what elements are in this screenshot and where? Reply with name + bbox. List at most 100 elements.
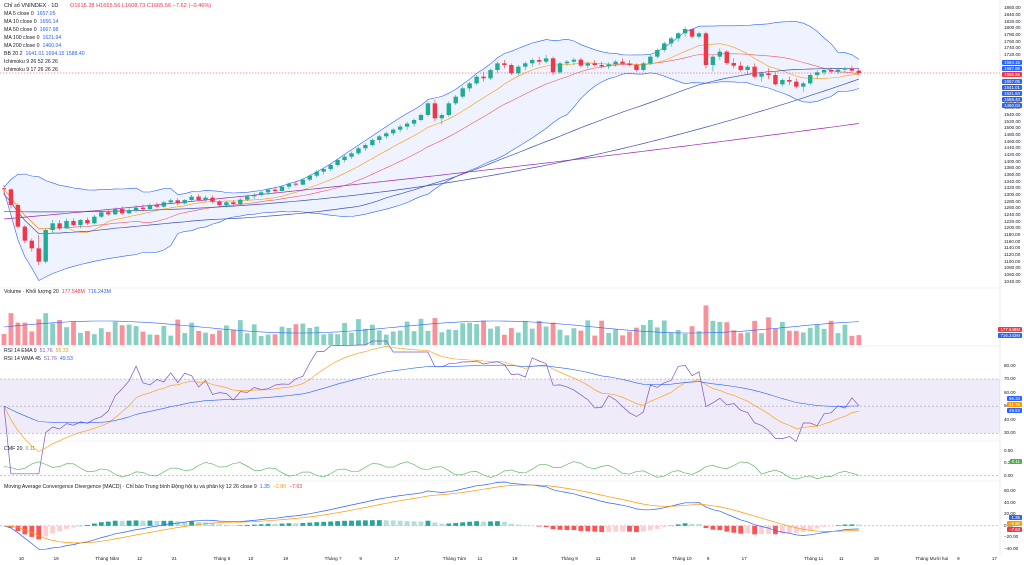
ohlc-readout: O1615.28 H1665.56 L1608.73 C1665.56 −7.6… — [69, 3, 212, 9]
macd-legend[interactable]: Moving Average Convergence Divergence (M… — [4, 484, 303, 490]
volume-bar — [682, 333, 688, 345]
volume-bar — [613, 329, 618, 345]
volume-bar — [85, 330, 90, 345]
time-tick-label: 17 — [394, 556, 400, 561]
price-tick-label: 1800.00 — [1004, 25, 1021, 31]
macd-histogram-bar — [15, 525, 21, 531]
volume-bar — [717, 321, 723, 345]
symbol-title[interactable]: Chỉ số VNINDEX · 1D — [4, 3, 59, 9]
candle-body — [766, 73, 771, 75]
macd-histogram-bar — [738, 525, 744, 534]
macd-histogram-bar — [314, 522, 320, 526]
macd-histogram-bar — [91, 523, 97, 526]
legend-row[interactable]: MA 5 close 0 1657.05 — [4, 11, 58, 18]
macd-histogram-bar — [453, 523, 459, 526]
macd-histogram-bar — [613, 525, 618, 532]
ma-50-line — [3, 68, 859, 235]
volume-bar — [140, 331, 146, 345]
macd-histogram-bar — [536, 525, 542, 527]
volume-bar — [168, 335, 174, 345]
candle-body — [780, 80, 785, 85]
macd-histogram-bar — [217, 524, 222, 526]
candle-body — [752, 66, 757, 77]
legend-label: MA 5 close 0 — [4, 11, 34, 17]
candle-body — [634, 65, 639, 70]
macd-histogram-bar — [425, 520, 431, 526]
rsi-legend-1[interactable]: RSI 14 EMA 9 51.76 55.33 — [4, 348, 69, 354]
price-tick-label: 1460.00 — [1004, 138, 1021, 144]
macd-tick-label: 40.00 — [1004, 499, 1016, 505]
macd-histogram-bar — [237, 525, 243, 526]
candle-body — [745, 66, 750, 70]
volume-bar — [244, 333, 250, 345]
price-tag: 1657.05 — [1002, 78, 1022, 84]
candle-body — [425, 103, 431, 115]
volume-bar — [752, 320, 757, 345]
volume-bar — [272, 334, 278, 345]
candle-body — [842, 68, 848, 70]
macd-histogram-bar — [57, 525, 62, 532]
macd-histogram-bar — [182, 521, 188, 526]
macd-histogram-bar — [363, 520, 368, 526]
candle-body — [231, 202, 236, 204]
legend-row[interactable]: MA 200 close 0 1460.04 — [4, 43, 64, 50]
macd-histogram-bar — [432, 522, 438, 526]
candle-body — [397, 126, 403, 130]
time-tick-label: Tháng Năm — [95, 556, 120, 561]
candle-body — [467, 83, 472, 89]
macd-histogram-bar — [321, 521, 327, 526]
candle-body — [731, 63, 736, 66]
volume-bar — [189, 322, 195, 345]
legend-row[interactable]: BB 20 2 1641.01 1694.15 1588.40 — [4, 51, 88, 58]
legend-row[interactable]: MA 50 close 0 1667.98 — [4, 27, 61, 34]
candle-body — [550, 58, 556, 73]
macd-histogram-bar — [29, 525, 35, 537]
macd-histogram-bar — [22, 525, 28, 535]
candle-body — [821, 70, 827, 73]
macd-histogram-bar — [696, 524, 702, 526]
macd-histogram-bar — [467, 521, 473, 526]
volume-bar — [828, 320, 834, 345]
macd-histogram-bar — [856, 524, 862, 526]
cmf-legend[interactable]: CMF 20 0.11 — [4, 446, 36, 452]
candles — [1, 26, 862, 265]
rsi-legend-2[interactable]: RSI 14 WMA 45 51.76 49.53 — [4, 356, 73, 362]
volume-bar — [425, 330, 431, 345]
macd-tick-label: −40.00 — [1004, 546, 1019, 552]
legend-row[interactable]: Ichimoku 9 26 52 26 26 — [4, 59, 64, 66]
macd-histogram-bar — [752, 525, 757, 535]
candle-body — [335, 160, 340, 165]
volume-legend[interactable]: Volume · Khối lượng 20 177.548M 716.243M — [4, 289, 111, 295]
time-tick-label: 10 — [248, 556, 254, 561]
volume-bar — [251, 324, 257, 345]
rsi-tick-label: 70.00 — [1004, 376, 1016, 382]
legend-row[interactable]: MA 100 close 0 1621.94 — [4, 35, 64, 42]
time-tick-label: Tháng 10 — [672, 556, 692, 561]
macd-histogram-bar — [189, 521, 195, 526]
time-tick-label: 21 — [171, 556, 177, 561]
legend-row[interactable]: Ichimoku 9 17 26 26 26 — [4, 67, 64, 74]
legend-label: MA 200 close 0 — [4, 43, 40, 49]
candle-body — [210, 197, 215, 202]
macd-histogram-bar — [647, 525, 653, 531]
candle-body — [703, 33, 709, 65]
volume-bar — [460, 323, 466, 345]
volume-bar — [481, 320, 486, 345]
candle-body — [92, 216, 97, 224]
candle-body — [245, 196, 250, 200]
macd-histogram-bar — [807, 525, 813, 531]
volume-bar — [307, 327, 313, 345]
price-tick-label: 1540.00 — [1004, 112, 1021, 117]
volume-bar — [293, 324, 299, 345]
candle-body — [258, 192, 264, 195]
macd-histogram-bar — [488, 521, 493, 526]
macd-histogram-bar — [133, 520, 139, 526]
macd-histogram-bar — [627, 525, 632, 532]
candle-body — [182, 200, 187, 204]
macd-histogram-bar — [196, 522, 201, 526]
volume-bar — [147, 334, 153, 345]
volume-bar — [8, 313, 14, 345]
legend-row[interactable]: MA 10 close 0 1656.14 — [4, 19, 61, 26]
price-tick-label: 1200.00 — [1004, 225, 1021, 231]
